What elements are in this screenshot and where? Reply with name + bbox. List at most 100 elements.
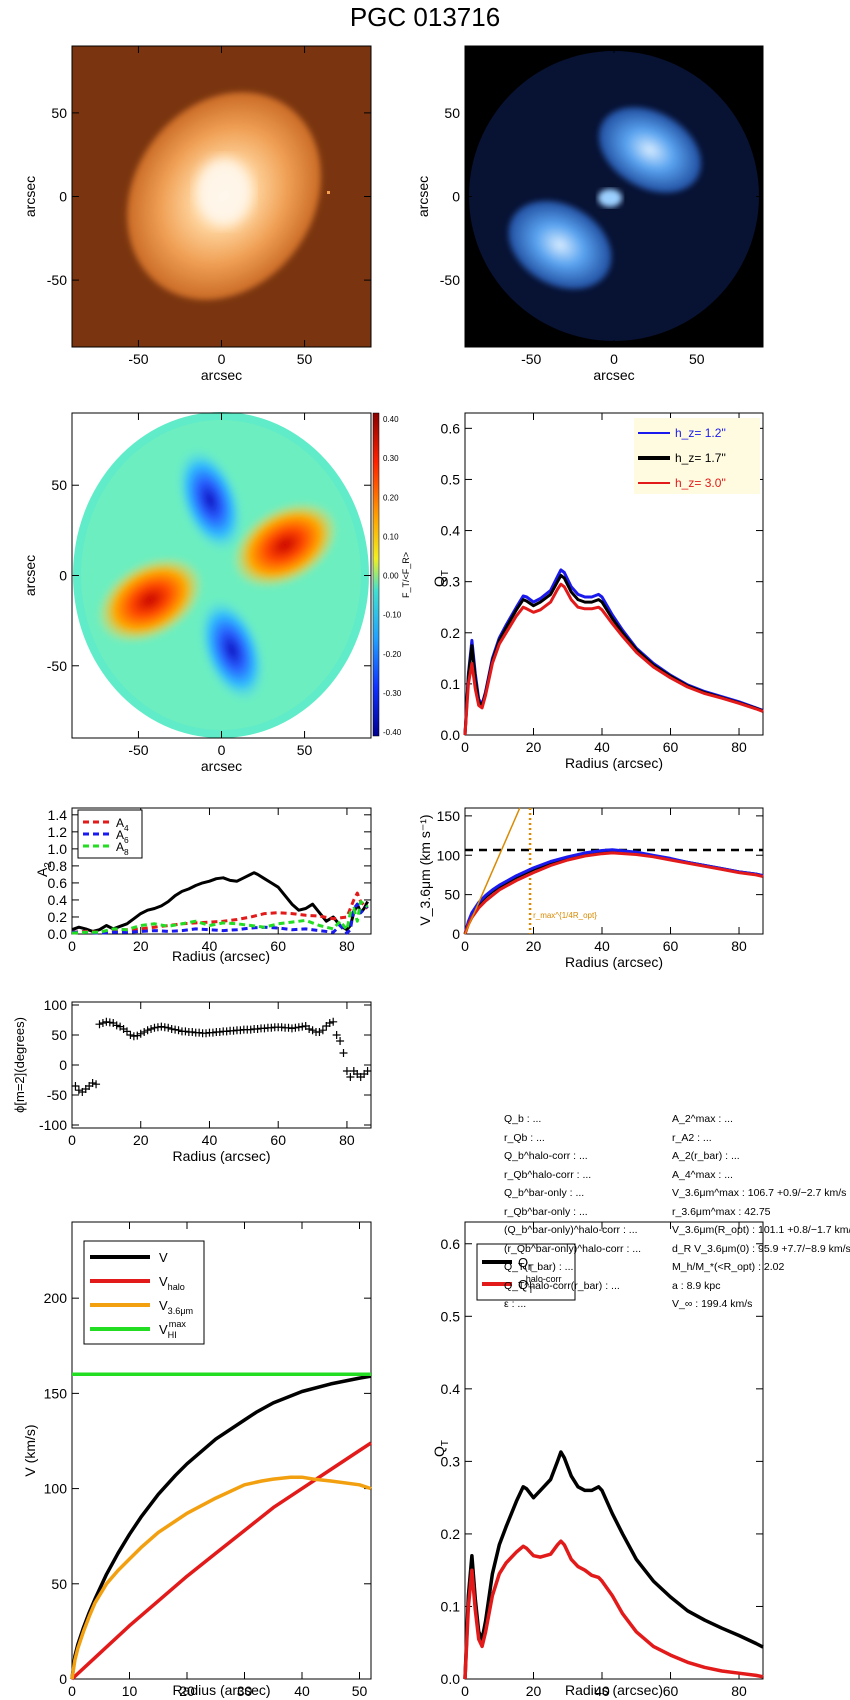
data-point bbox=[140, 1028, 149, 1036]
plot-frame bbox=[71, 807, 372, 935]
legend-label: A8 bbox=[116, 840, 129, 857]
series-line bbox=[463, 849, 764, 935]
series-line bbox=[463, 851, 764, 935]
data-point bbox=[71, 1082, 80, 1090]
data-point bbox=[122, 1027, 131, 1036]
data-point bbox=[342, 1067, 351, 1075]
x-axis-label: Radius (arcsec) bbox=[565, 954, 663, 970]
chart-phase: 0 20 40 60 80 -100 -50 0 50 100 Radius (arcsec) ϕ[m… bbox=[12, 997, 372, 1164]
property-line: A_4^max : ... bbox=[672, 1168, 733, 1181]
legend-label: h_z= 1.7'' bbox=[675, 451, 726, 465]
property-line: Q_b : ... bbox=[504, 1113, 542, 1125]
data-point bbox=[98, 1019, 107, 1027]
y-tick-label: 200 bbox=[44, 1290, 68, 1306]
y-tick-label: 0.0 bbox=[441, 727, 461, 743]
y-tick-label: 0.2 bbox=[441, 625, 461, 641]
legend-label: h_z= 3.0'' bbox=[675, 476, 726, 490]
y-tick-label: 50 bbox=[444, 105, 460, 121]
y-tick-label: 100 bbox=[44, 1481, 68, 1497]
x-axis-label: arcsec bbox=[201, 367, 242, 383]
colorbar-tick-label: 0.40 bbox=[383, 415, 399, 424]
property-line: r_Qb : ... bbox=[504, 1131, 545, 1144]
data-point bbox=[136, 1029, 145, 1038]
data-point bbox=[143, 1026, 152, 1035]
property-line: Q_T(r_bar) : ... bbox=[504, 1261, 574, 1273]
legend-label: Vhalo bbox=[159, 1274, 185, 1292]
x-tick-label: 20 bbox=[526, 1683, 542, 1699]
x-tick-label: 60 bbox=[270, 1132, 286, 1148]
y-tick-label: -50 bbox=[47, 1087, 67, 1103]
rmax-label: r_max^{1/4R_opt} bbox=[533, 911, 597, 920]
chart-residual: -50 0 50 -50 0 50 arcsec arcsec bbox=[415, 45, 764, 383]
y-tick-label: 0.1 bbox=[441, 1598, 461, 1614]
x-tick-label: 60 bbox=[663, 739, 679, 755]
colorbar-label: F_T/<F_R> bbox=[401, 552, 411, 598]
data-point bbox=[336, 1037, 345, 1045]
data-point bbox=[102, 1017, 111, 1026]
y-tick-label: 1.0 bbox=[48, 841, 68, 857]
colorbar-tick-label: 0.10 bbox=[383, 532, 399, 541]
y-tick-label: 0.4 bbox=[48, 892, 68, 908]
property-line: V_∞ : 199.4 km/s bbox=[672, 1298, 753, 1310]
negative-lobe bbox=[198, 597, 266, 703]
y-tick-label: 0.4 bbox=[441, 1381, 461, 1397]
property-line: Q_T^halo-corr(r_bar) : ... bbox=[504, 1279, 620, 1292]
x-tick-label: 20 bbox=[133, 938, 149, 954]
y-tick-label: 100 bbox=[44, 997, 68, 1013]
data-point bbox=[150, 1023, 159, 1032]
x-tick-label: 0 bbox=[461, 938, 469, 954]
bar-lobe bbox=[598, 107, 702, 193]
series-line bbox=[70, 1374, 372, 1680]
series-line bbox=[464, 807, 521, 935]
galaxy-image bbox=[72, 46, 371, 347]
y-tick-label: 50 bbox=[444, 887, 460, 903]
force-map bbox=[73, 412, 369, 738]
property-line: a : 8.9 kpc bbox=[672, 1279, 721, 1292]
property-line: A_2^max : ... bbox=[672, 1113, 733, 1125]
y-tick-label: 0.3 bbox=[441, 574, 461, 590]
x-tick-label: 40 bbox=[294, 1683, 310, 1699]
data-point bbox=[305, 1025, 314, 1033]
y-tick-label: 0.5 bbox=[441, 1308, 461, 1324]
series-line bbox=[72, 902, 369, 935]
properties-right-column: A_2^max : ... r_A2 : ... A_2(r_bar) : ... A… bbox=[672, 1110, 850, 1314]
y-axis-label: QT bbox=[431, 570, 451, 587]
star-dot bbox=[327, 191, 330, 194]
legend-box bbox=[476, 1243, 576, 1301]
bar-lobe bbox=[508, 200, 612, 290]
x-tick-label: 0 bbox=[461, 1683, 469, 1699]
x-tick-label: 60 bbox=[663, 1683, 679, 1699]
y-tick-label: 50 bbox=[51, 1027, 67, 1043]
x-tick-label: 0 bbox=[218, 742, 226, 758]
data-point bbox=[147, 1025, 156, 1033]
plot-frame bbox=[71, 1221, 372, 1680]
y-tick-label: -100 bbox=[39, 1117, 67, 1133]
chart-rotation: 0 10 20 30 40 50 0 50 100 150 200 V Vhalo V3.6μm VHIma… bbox=[22, 1221, 372, 1699]
x-tick-label: 0 bbox=[68, 1683, 76, 1699]
data-point bbox=[277, 1023, 286, 1032]
y-tick-label: 0.6 bbox=[48, 875, 68, 891]
y-tick-label: -50 bbox=[47, 658, 67, 674]
legend-label: V3.6μm bbox=[159, 1298, 193, 1316]
series-line bbox=[70, 1475, 372, 1680]
x-tick-label: 40 bbox=[202, 938, 218, 954]
property-line: r_3.6μm^max : 42.75 bbox=[672, 1205, 771, 1218]
x-tick-label: 60 bbox=[663, 938, 679, 954]
y-tick-label: 0 bbox=[59, 1671, 67, 1687]
y-tick-label: 0.0 bbox=[48, 926, 68, 942]
y-tick-label: 0.6 bbox=[441, 420, 461, 436]
colorbar-tick-label: -0.10 bbox=[383, 611, 402, 620]
y-tick-label: 0 bbox=[452, 189, 460, 205]
y-tick-label: 0.5 bbox=[441, 471, 461, 487]
y-tick-label: 0.6 bbox=[441, 1236, 461, 1252]
data-point bbox=[332, 1031, 341, 1039]
chart-qt_halo: 0 20 40 60 800.00.10.20.30.40.50.6QTQThalo-c… bbox=[431, 1221, 764, 1699]
series-line bbox=[463, 568, 764, 736]
legend-label: A4 bbox=[116, 816, 129, 833]
legend-label: V bbox=[159, 1250, 168, 1265]
series-line bbox=[70, 1441, 372, 1681]
property-line: V_3.6μm^max : 106.7 +0.9/−2.7 km/s bbox=[672, 1187, 847, 1199]
y-axis-label: arcsec bbox=[22, 176, 38, 217]
x-tick-label: 20 bbox=[526, 938, 542, 954]
property-line: r_Qb^halo-corr : ... bbox=[504, 1168, 592, 1181]
